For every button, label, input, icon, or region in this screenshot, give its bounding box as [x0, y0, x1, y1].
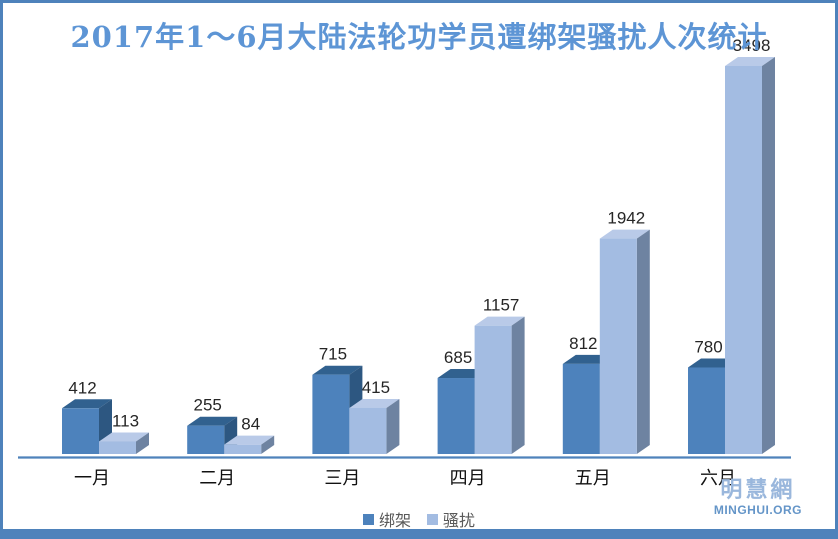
category-label-4: 五月	[575, 468, 611, 488]
bar-kidnapping-top-2	[312, 365, 363, 375]
value-label-harassment-4: 1942	[607, 209, 645, 228]
chart-title: 2017年1～6月大陆法轮功学员遭绑架骚扰人次统计	[70, 20, 768, 54]
bar-harassment-top-2	[349, 398, 400, 408]
bar-harassment-side-4	[636, 229, 650, 454]
bar-harassment-side-5	[762, 57, 775, 454]
bar-harassment-front-4	[599, 238, 637, 454]
bar-harassment-front-1	[224, 444, 262, 454]
bar-kidnapping-front-0	[62, 408, 99, 454]
bar-harassment-top-0	[99, 432, 149, 442]
value-label-harassment-1: 84	[241, 415, 260, 434]
value-label-kidnapping-5: 780	[694, 337, 722, 356]
bar-harassment-top-1	[224, 435, 275, 445]
legend-label-harassment: 骚扰	[443, 513, 476, 530]
value-label-harassment-5: 3498	[733, 36, 771, 55]
bar-harassment-front-2	[349, 407, 387, 454]
value-label-harassment-0: 113	[112, 411, 139, 430]
bar-kidnapping-top-0	[62, 399, 112, 409]
legend-item-kidnapping: 绑架	[362, 507, 411, 531]
bar-harassment-side-2	[386, 398, 400, 454]
legend-swatch-harassment	[427, 513, 438, 525]
bar-kidnapping-front-4	[562, 363, 600, 454]
value-label-kidnapping-4: 812	[569, 334, 597, 353]
bottom-strip	[3, 529, 835, 536]
legend-item-harassment: 骚扰	[427, 507, 475, 531]
category-label-1: 二月	[199, 468, 235, 488]
value-label-harassment-3: 1157	[483, 296, 520, 315]
bar-harassment-front-0	[99, 441, 136, 454]
bar-kidnapping-front-2	[312, 374, 350, 454]
value-label-kidnapping-0: 412	[68, 378, 96, 397]
bar-kidnapping-front-3	[437, 378, 475, 454]
minghui-logo-url: MINGHUI.ORG	[713, 503, 802, 517]
bar-harassment-side-1	[261, 435, 275, 454]
bar-kidnapping-front-1	[187, 425, 225, 454]
bar-kidnapping-top-1	[187, 416, 238, 426]
value-label-harassment-2: 415	[362, 378, 390, 397]
legend: 绑架 骚扰	[0, 507, 838, 531]
value-label-kidnapping-3: 685	[444, 348, 472, 367]
bar-harassment-front-3	[474, 325, 512, 454]
category-label-2: 三月	[324, 468, 360, 488]
value-label-kidnapping-2: 715	[319, 345, 347, 364]
category-label-3: 四月	[450, 468, 486, 488]
minghui-logo-name: 明慧網	[720, 477, 796, 503]
category-label-0: 一月	[74, 468, 110, 488]
legend-label-kidnapping: 绑架	[378, 513, 411, 530]
bar-harassment-top-5	[725, 57, 775, 66]
legend-swatch-kidnapping	[362, 513, 374, 525]
bar-harassment-top-3	[474, 316, 525, 326]
bar-harassment-side-3	[511, 316, 525, 454]
bar-harassment-front-5	[725, 66, 762, 454]
minghui-logo: 明慧網 MINGHUI.ORG	[714, 479, 802, 516]
bar-kidnapping-front-5	[688, 367, 725, 454]
category-label-5: 六月	[700, 468, 736, 488]
bar-harassment-side-0	[136, 432, 149, 454]
bar-harassment-top-4	[599, 229, 650, 239]
value-label-kidnapping-1: 255	[194, 396, 222, 415]
